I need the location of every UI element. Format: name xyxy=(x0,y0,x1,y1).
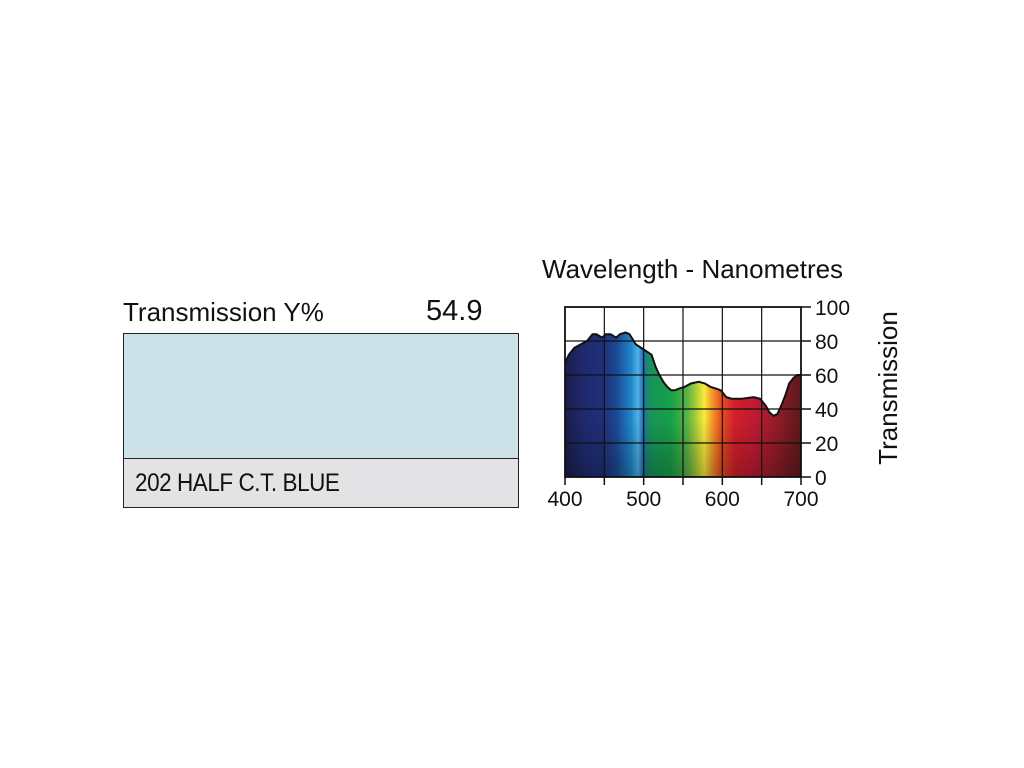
transmission-value: 54.9 xyxy=(426,295,483,327)
color-swatch xyxy=(123,333,519,458)
x-tick-label: 600 xyxy=(705,488,740,511)
x-tick-label: 500 xyxy=(626,488,661,511)
y-tick-label: 60 xyxy=(815,365,838,388)
y-tick-label: 40 xyxy=(815,399,838,422)
y-tick-label: 80 xyxy=(815,331,838,354)
chart-title: Wavelength - Nanometres xyxy=(542,254,844,284)
y-axis-label: Transmission xyxy=(873,311,903,465)
y-tick-label: 100 xyxy=(815,297,850,320)
x-tick-label: 400 xyxy=(547,488,582,511)
filter-name-bar: 202 HALF C.T. BLUE xyxy=(123,458,519,508)
filter-name: 202 HALF C.T. BLUE xyxy=(135,469,340,497)
y-tick-label: 0 xyxy=(815,467,827,490)
transmission-curve xyxy=(564,331,801,417)
y-tick-label: 20 xyxy=(815,433,838,456)
x-tick-label: 700 xyxy=(783,488,818,511)
transmission-label: Transmission Y% xyxy=(123,297,324,327)
